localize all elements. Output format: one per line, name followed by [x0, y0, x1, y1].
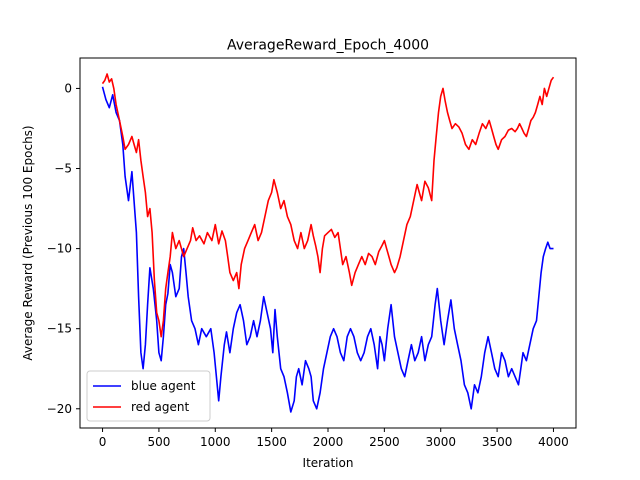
x-tick-label: 4000	[538, 435, 569, 449]
series-layer	[101, 73, 555, 413]
x-tick-label: 500	[147, 435, 170, 449]
legend: blue agent red agent	[86, 370, 211, 422]
chart-title: AverageReward_Epoch_4000	[227, 38, 429, 54]
red-agent-line	[101, 73, 555, 338]
x-tick-label: 2500	[369, 435, 400, 449]
x-tick-label: 1500	[256, 435, 287, 449]
blue-agent-line	[101, 86, 554, 413]
legend-entries: blue agent red agent	[93, 379, 196, 414]
x-axis-label: Iteration	[303, 456, 354, 470]
y-axis-label: Average Reward (Previous 100 Epochs)	[21, 125, 35, 360]
x-axis: 0 500 1000 1500 2000 2500 3000 3500 4000	[99, 428, 569, 449]
x-tick-label: 0	[99, 435, 107, 449]
legend-label-red-agent: red agent	[131, 400, 189, 414]
x-tick-label: 1000	[200, 435, 231, 449]
y-tick-label: −10	[47, 242, 72, 256]
y-tick-label: −20	[47, 402, 72, 416]
y-axis: 0 −5 −10 −15 −20	[47, 81, 80, 416]
legend-label-blue-agent: blue agent	[131, 379, 196, 393]
y-tick-label: −5	[54, 162, 72, 176]
x-tick-label: 3500	[482, 435, 513, 449]
legend-box	[86, 370, 211, 422]
x-tick-label: 3000	[425, 435, 456, 449]
y-tick-label: 0	[64, 81, 72, 95]
x-tick-label: 2000	[313, 435, 344, 449]
y-tick-label: −15	[47, 322, 72, 336]
